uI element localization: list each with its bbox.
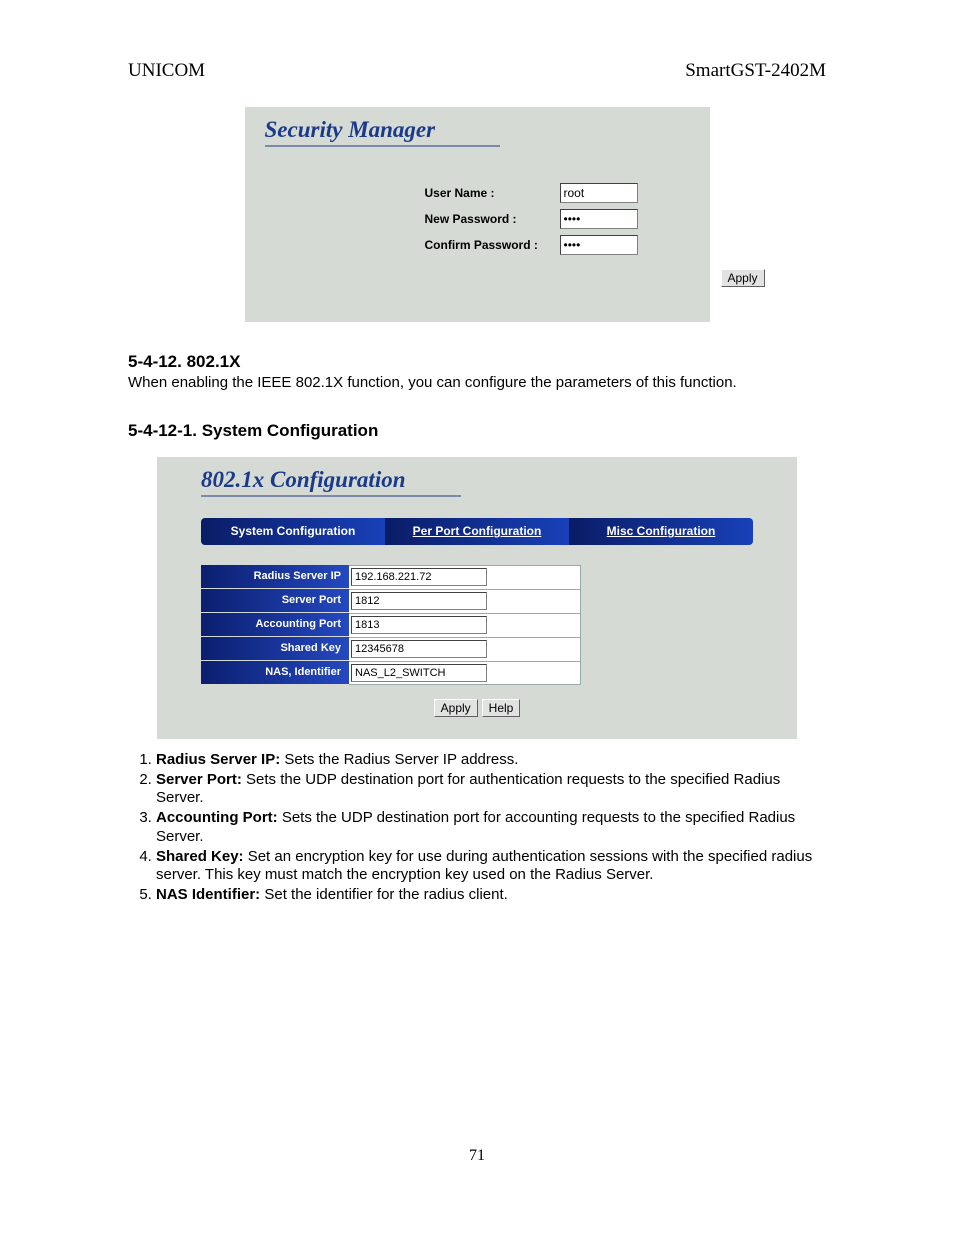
username-input[interactable]	[560, 183, 638, 203]
8021x-config-panel: 802.1x Configuration System Configuratio…	[157, 457, 797, 739]
config-help-button[interactable]: Help	[482, 699, 521, 717]
tab-system-configuration[interactable]: System Configuration	[201, 518, 385, 545]
config-table: Radius Server IP Server Port Accounting …	[201, 565, 753, 685]
radius-server-ip-label: Radius Server IP	[201, 565, 349, 589]
security-apply-button[interactable]: Apply	[721, 269, 765, 287]
shared-key-label: Shared Key	[201, 637, 349, 661]
tab-misc-configuration[interactable]: Misc Configuration	[569, 518, 753, 545]
accounting-port-label: Accounting Port	[201, 613, 349, 637]
server-port-input[interactable]	[351, 592, 487, 610]
nas-identifier-label: NAS, Identifier	[201, 661, 349, 685]
shared-key-input[interactable]	[351, 640, 487, 658]
section-sysconfig-heading: 5-4-12-1. System Configuration	[128, 421, 826, 441]
list-item: NAS Identifier: Set the identifier for t…	[156, 886, 826, 905]
desc-term: Radius Server IP:	[156, 751, 280, 768]
desc-term: Accounting Port:	[156, 809, 278, 826]
nas-identifier-input[interactable]	[351, 664, 487, 682]
header-right: SmartGST-2402M	[685, 60, 826, 82]
desc-term: Server Port:	[156, 771, 242, 788]
config-apply-button[interactable]: Apply	[434, 699, 478, 717]
desc-text: Sets the Radius Server IP address.	[280, 751, 518, 768]
section-8021x-text: When enabling the IEEE 802.1X function, …	[128, 374, 826, 393]
desc-text: Sets the UDP destination port for authen…	[156, 771, 780, 807]
username-label: User Name :	[425, 186, 560, 200]
section-8021x-heading: 5-4-12. 802.1X	[128, 352, 826, 372]
desc-term: NAS Identifier:	[156, 886, 260, 903]
confirm-password-input[interactable]	[560, 235, 638, 255]
radius-server-ip-input[interactable]	[351, 568, 487, 586]
confirm-password-label: Confirm Password :	[425, 238, 560, 252]
accounting-port-input[interactable]	[351, 616, 487, 634]
new-password-label: New Password :	[425, 212, 560, 226]
header-left: UNICOM	[128, 60, 205, 82]
server-port-label: Server Port	[201, 589, 349, 613]
8021x-config-title: 802.1x Configuration	[201, 467, 461, 493]
description-list: Radius Server IP: Sets the Radius Server…	[128, 751, 826, 905]
desc-term: Shared Key:	[156, 848, 244, 865]
list-item: Server Port: Sets the UDP destination po…	[156, 771, 826, 809]
security-manager-title: Security Manager	[265, 117, 500, 143]
page-number: 71	[0, 1147, 954, 1165]
new-password-input[interactable]	[560, 209, 638, 229]
list-item: Shared Key: Set an encryption key for us…	[156, 848, 826, 886]
page-header: UNICOM SmartGST-2402M	[128, 60, 826, 82]
tab-per-port-configuration[interactable]: Per Port Configuration	[385, 518, 569, 545]
desc-text: Set the identifier for the radius client…	[260, 886, 508, 903]
config-tabs: System Configuration Per Port Configurat…	[201, 518, 753, 545]
desc-text: Set an encryption key for use during aut…	[156, 848, 812, 884]
security-manager-panel: Security Manager User Name : New Passwor…	[245, 107, 710, 322]
list-item: Accounting Port: Sets the UDP destinatio…	[156, 809, 826, 847]
list-item: Radius Server IP: Sets the Radius Server…	[156, 751, 826, 770]
